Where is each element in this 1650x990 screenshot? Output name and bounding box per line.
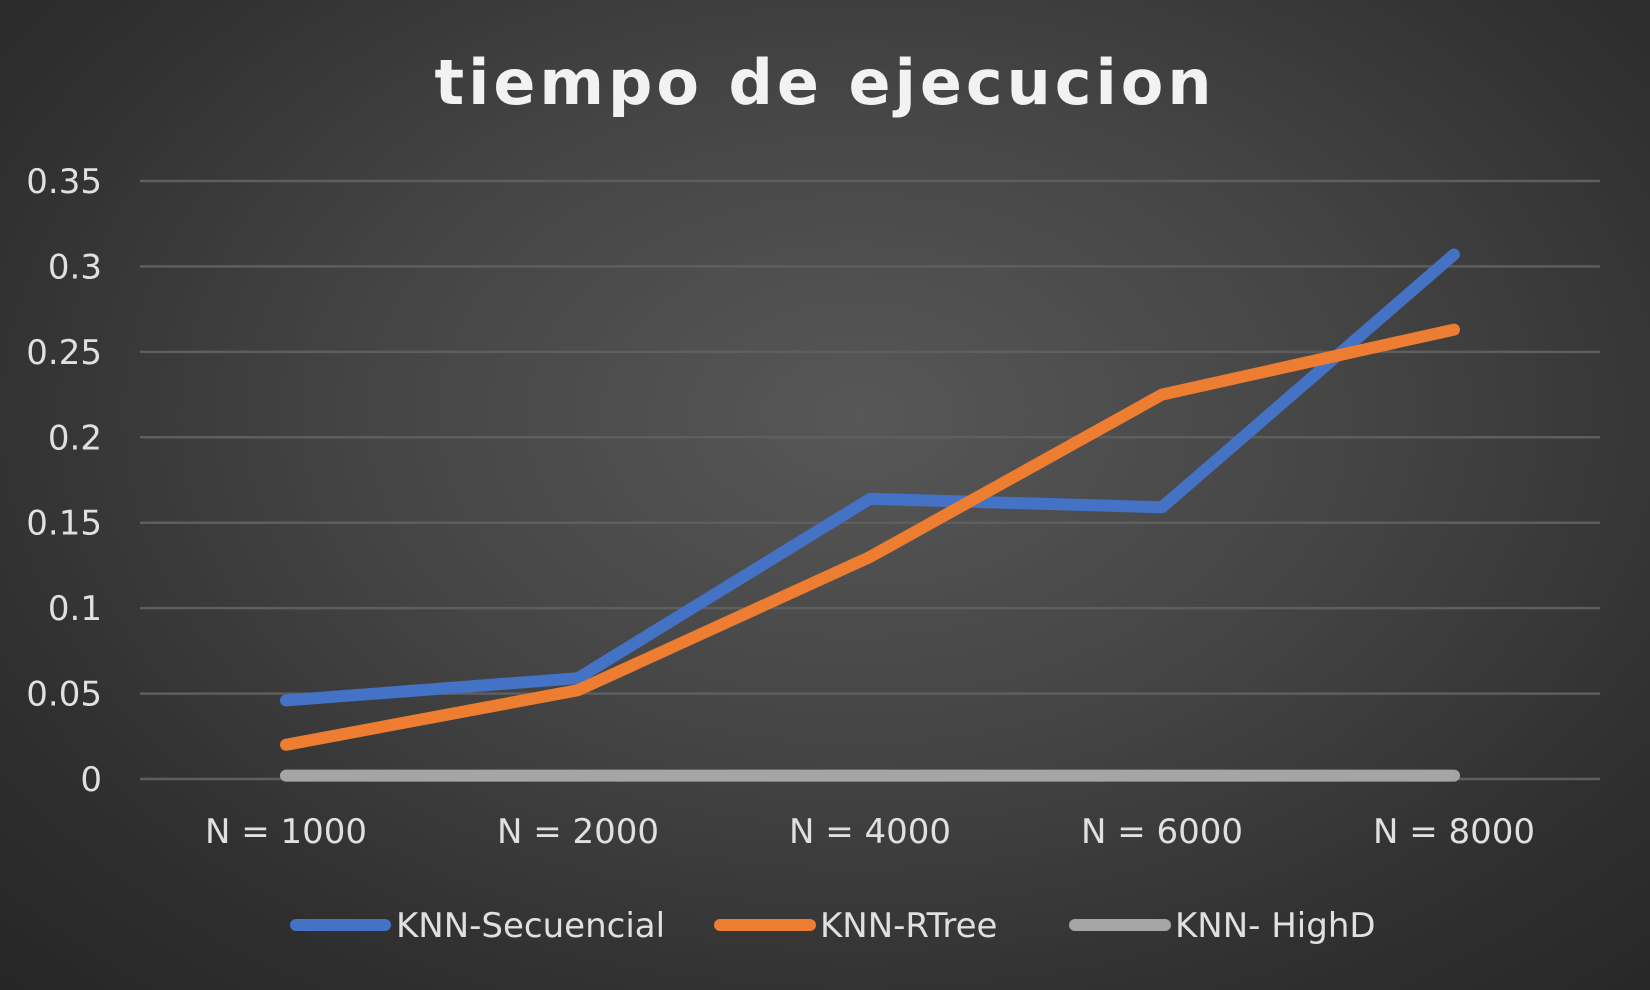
legend-item: KNN-RTree (714, 906, 997, 946)
series-line-1 (280, 323, 1460, 751)
x-tick-label: N = 6000 (1081, 812, 1243, 852)
y-tick-label: 0.35 (26, 162, 102, 202)
y-tick-label: 0.15 (26, 504, 102, 544)
y-tick-label: 0.1 (48, 589, 102, 629)
legend: KNN-Secuencial KNN-RTree KNN- HighD (290, 906, 1376, 946)
series-line-0 (280, 248, 1460, 707)
y-tick-label: 0 (80, 760, 102, 800)
x-tick-label: N = 1000 (205, 812, 367, 852)
legend-item: KNN-Secuencial (290, 906, 665, 946)
chart-title: tiempo de ejecucion (434, 46, 1215, 119)
y-tick-label: 0.2 (48, 418, 102, 458)
legend-label: KNN-RTree (820, 906, 997, 946)
x-tick-label: N = 4000 (789, 812, 951, 852)
y-axis-tick-labels: 0 0.05 0.1 0.15 0.2 0.25 0.3 0.35 (26, 162, 102, 800)
x-axis-tick-labels: N = 1000 N = 2000 N = 4000 N = 6000 N = 8000 (205, 812, 1535, 852)
series-lines (280, 248, 1460, 782)
y-tick-label: 0.3 (48, 247, 102, 287)
legend-item: KNN- HighD (1069, 906, 1376, 946)
y-tick-label: 0.25 (26, 333, 102, 373)
x-tick-label: N = 8000 (1373, 812, 1535, 852)
x-tick-label: N = 2000 (497, 812, 659, 852)
legend-label: KNN- HighD (1175, 906, 1376, 946)
y-tick-label: 0.05 (26, 675, 102, 715)
legend-label: KNN-Secuencial (396, 906, 665, 946)
